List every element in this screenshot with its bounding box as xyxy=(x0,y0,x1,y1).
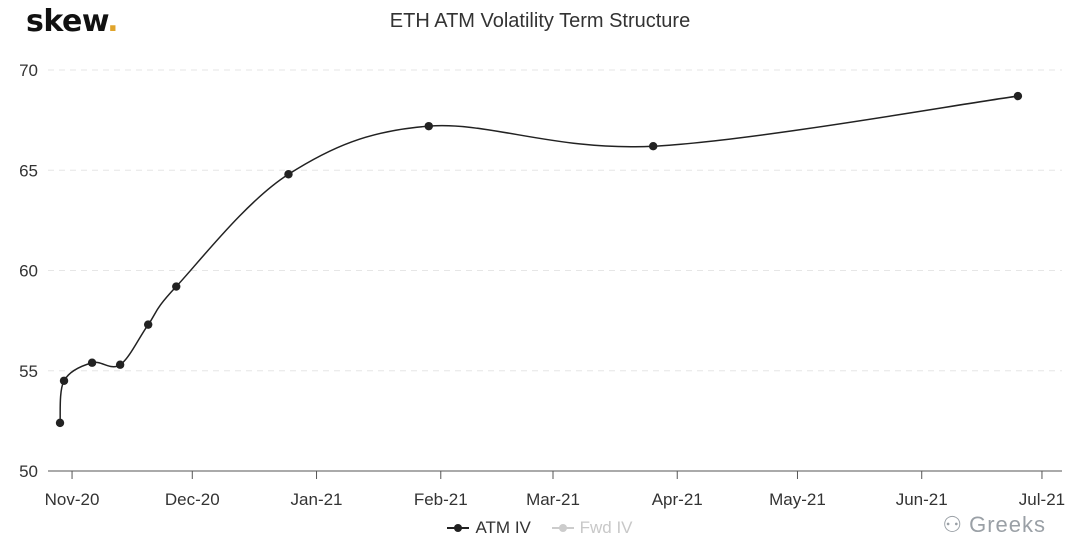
data-point[interactable] xyxy=(87,358,97,367)
y-tick-label: 70 xyxy=(19,61,38,80)
legend-label-atm-iv: ATM IV xyxy=(475,518,531,537)
x-tick-label: Feb-21 xyxy=(414,490,468,509)
x-tick-label: Jan-21 xyxy=(291,490,343,509)
watermark-text: Greeks xyxy=(969,512,1046,537)
x-tick-label: Dec-20 xyxy=(165,490,220,509)
data-point[interactable] xyxy=(172,282,181,291)
legend-item-fwd-iv[interactable]: Fwd IV xyxy=(551,518,633,538)
legend-item-atm-iv[interactable]: ATM IV xyxy=(447,518,531,538)
data-point[interactable] xyxy=(648,141,658,151)
grid-layer xyxy=(48,69,1062,372)
brand-name: skew xyxy=(26,4,108,39)
x-tick-label: Jun-21 xyxy=(896,490,948,509)
wechat-icon: ⚇ xyxy=(942,512,964,537)
series-line-atm-iv xyxy=(59,95,1019,423)
legend-label-fwd-iv: Fwd IV xyxy=(579,518,633,537)
data-point[interactable] xyxy=(59,376,69,385)
x-tick-label: Jul-21 xyxy=(1019,490,1065,509)
y-tick-label: 50 xyxy=(19,462,38,481)
legend: ATM IV Fwd IV xyxy=(0,518,1080,538)
data-point[interactable] xyxy=(115,360,125,369)
data-point[interactable] xyxy=(424,121,433,131)
x-tick-label: Mar-21 xyxy=(526,490,580,509)
chart-title: ETH ATM Volatility Term Structure xyxy=(389,10,691,32)
series-layer xyxy=(55,91,1023,428)
watermark: ⚇ Greeks xyxy=(942,512,1046,538)
x-tick-label: Nov-20 xyxy=(45,490,100,509)
data-point[interactable] xyxy=(284,170,293,179)
atm-iv-swatch-icon xyxy=(447,523,470,533)
brand-dot: . xyxy=(107,4,119,39)
y-tick-label: 55 xyxy=(19,362,38,381)
fwd-iv-swatch-icon xyxy=(551,523,574,533)
x-tick-label: May-21 xyxy=(769,490,826,509)
axis-layer: 50 55 60 65 70 Nov-20 Dec-20 Jan-21 Feb-21 Mar-21… xyxy=(19,61,1065,509)
y-tick-label: 65 xyxy=(19,161,38,180)
skew-logo: skew. xyxy=(26,4,119,39)
x-tick-label: Apr-21 xyxy=(652,490,703,509)
y-tick-label: 60 xyxy=(19,262,38,281)
data-point[interactable] xyxy=(55,418,65,428)
data-point[interactable] xyxy=(1013,91,1023,101)
data-point[interactable] xyxy=(143,320,153,329)
